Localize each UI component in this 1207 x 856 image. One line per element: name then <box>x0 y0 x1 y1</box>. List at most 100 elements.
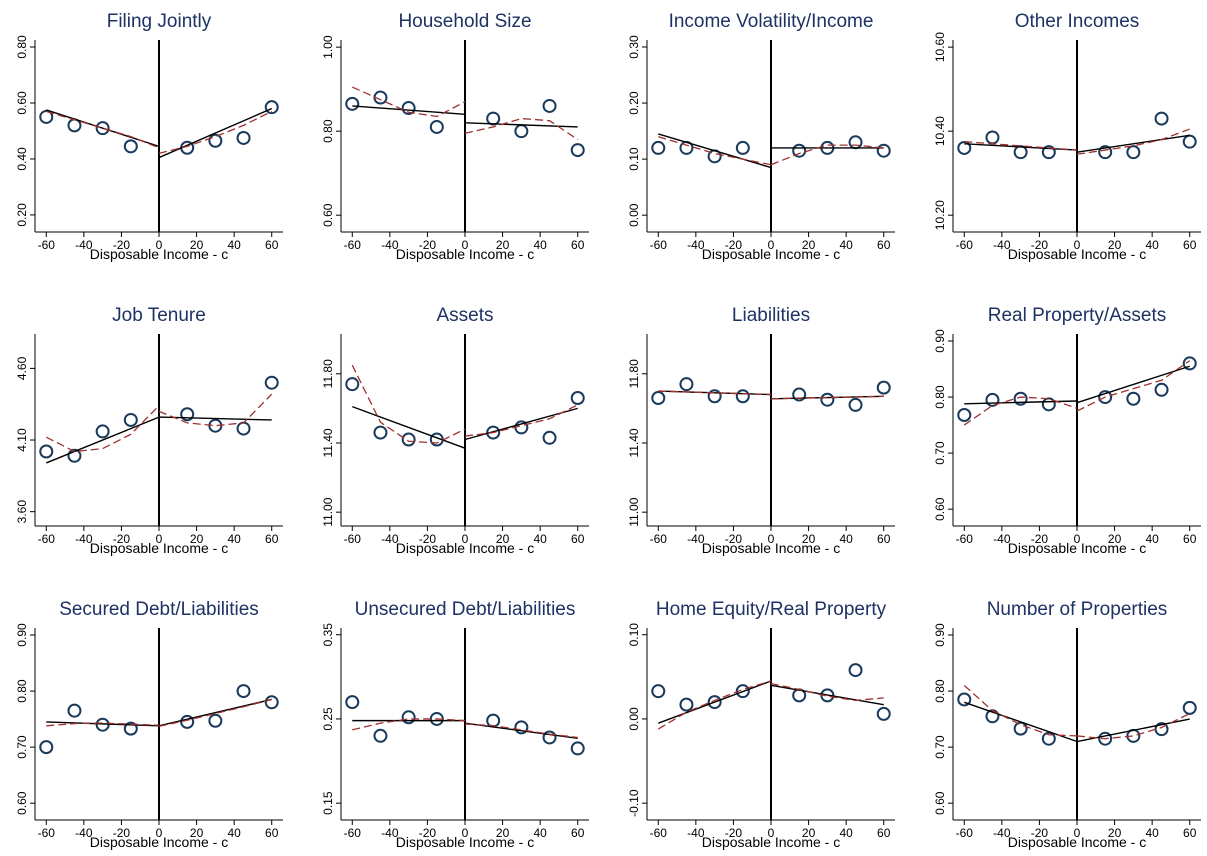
x-tick-label: 40 <box>839 826 853 840</box>
data-point <box>542 98 557 113</box>
y-tick-label: 11.40 <box>321 428 335 457</box>
linear-fit <box>658 133 884 169</box>
y-tick-label: 0.40 <box>15 147 29 171</box>
x-tick-label: -40 <box>993 238 1011 252</box>
x-tick-label: -60 <box>650 826 668 840</box>
y-tick-label: 0.20 <box>15 203 29 227</box>
quadratic-fit <box>352 86 579 141</box>
y-tick-label: 0.90 <box>15 623 29 647</box>
data-point <box>236 684 251 699</box>
x-tick-label: -60 <box>344 532 362 546</box>
data-point <box>486 425 501 440</box>
x-tick-label: 40 <box>227 532 241 546</box>
data-point <box>1154 382 1169 397</box>
data-point <box>39 740 54 755</box>
x-tick-label: -40 <box>381 826 399 840</box>
x-tick-label: 20 <box>496 238 510 252</box>
x-tick-label: -60 <box>650 532 668 546</box>
x-tick-label: -20 <box>1031 238 1049 252</box>
x-tick-label: 40 <box>1145 532 1159 546</box>
data-point <box>401 432 416 447</box>
x-axis-label: Disposable Income - c <box>1008 246 1147 262</box>
y-tick-label: 0.60 <box>933 497 947 521</box>
data-point <box>985 392 1000 407</box>
x-axis-label: Disposable Income - c <box>1008 834 1147 850</box>
panel-title: Assets <box>436 305 493 326</box>
data-point <box>95 424 110 439</box>
data-point <box>707 695 722 710</box>
x-tick-label: -40 <box>993 826 1011 840</box>
x-tick-label: -40 <box>687 238 705 252</box>
data-point <box>39 444 54 459</box>
x-tick-label: -60 <box>38 826 56 840</box>
data-point <box>570 741 585 756</box>
y-tick-label: 0.80 <box>15 35 29 59</box>
data-point <box>123 139 138 154</box>
data-point <box>679 697 694 712</box>
data-point <box>67 448 82 463</box>
x-axis-label: Disposable Income - c <box>1008 540 1147 556</box>
data-point <box>651 684 666 699</box>
data-point <box>264 695 279 710</box>
y-tick-label: 0.80 <box>933 385 947 409</box>
y-tick-label: 11.40 <box>627 428 641 457</box>
data-point <box>876 143 891 158</box>
x-tick-label: -40 <box>381 238 399 252</box>
x-tick-label: 20 <box>496 532 510 546</box>
quadratic-fit <box>45 393 273 453</box>
x-tick-label: 60 <box>571 238 585 252</box>
y-tick-label: 4.10 <box>15 428 29 452</box>
x-tick-label: 60 <box>571 532 585 546</box>
x-tick-label: 60 <box>877 826 891 840</box>
linear-fit <box>658 680 884 724</box>
data-point <box>486 713 501 728</box>
x-axis-label: Disposable Income - c <box>702 246 841 262</box>
quadratic-fit <box>352 718 578 739</box>
linear-fit <box>964 134 1190 153</box>
y-tick-label: 0.60 <box>15 791 29 815</box>
y-tick-label: 0.70 <box>933 735 947 759</box>
x-tick-label: 20 <box>190 532 204 546</box>
panel-title: Other Incomes <box>1015 11 1140 32</box>
quadratic-fit <box>46 110 273 154</box>
x-tick-label: -20 <box>419 238 437 252</box>
data-point <box>735 140 750 155</box>
panel-title: Secured Debt/Liabilities <box>59 599 259 620</box>
data-point <box>1098 145 1113 160</box>
data-point <box>1013 721 1028 736</box>
x-tick-label: 40 <box>533 238 547 252</box>
x-tick-label: 0 <box>462 532 469 546</box>
x-tick-label: -60 <box>956 238 974 252</box>
y-tick-label: 0.80 <box>321 119 335 143</box>
x-tick-label: -60 <box>38 532 56 546</box>
x-tick-label: -40 <box>75 238 93 252</box>
x-tick-label: -40 <box>687 532 705 546</box>
data-point <box>236 130 251 145</box>
panel-title: Unsecured Debt/Liabilities <box>355 599 576 620</box>
x-tick-label: 60 <box>877 532 891 546</box>
x-axis-label: Disposable Income - c <box>702 540 841 556</box>
data-point <box>1126 391 1141 406</box>
data-point <box>345 377 360 392</box>
x-tick-label: 20 <box>802 532 816 546</box>
x-axis-label: Disposable Income - c <box>90 834 229 850</box>
x-axis-label: Disposable Income - c <box>90 246 229 262</box>
x-tick-label: 20 <box>190 826 204 840</box>
y-tick-label: -0.10 <box>627 789 641 817</box>
x-tick-label: 40 <box>839 532 853 546</box>
data-point <box>1041 731 1056 746</box>
x-tick-label: 0 <box>1074 532 1081 546</box>
data-point <box>373 425 388 440</box>
y-tick-label: 0.25 <box>321 707 335 731</box>
panel-title: Income Volatility/Income <box>669 11 874 32</box>
panel-title: Home Equity/Real Property <box>656 599 887 620</box>
y-tick-label: 0.30 <box>627 35 641 59</box>
y-tick-label: 10.40 <box>933 116 947 146</box>
y-tick-label: 11.80 <box>321 359 335 388</box>
data-point <box>651 391 666 405</box>
quadratic-fit <box>657 680 884 730</box>
data-point <box>985 130 1000 145</box>
data-point <box>848 397 863 412</box>
data-point <box>180 714 195 729</box>
x-tick-label: 20 <box>1108 238 1122 252</box>
